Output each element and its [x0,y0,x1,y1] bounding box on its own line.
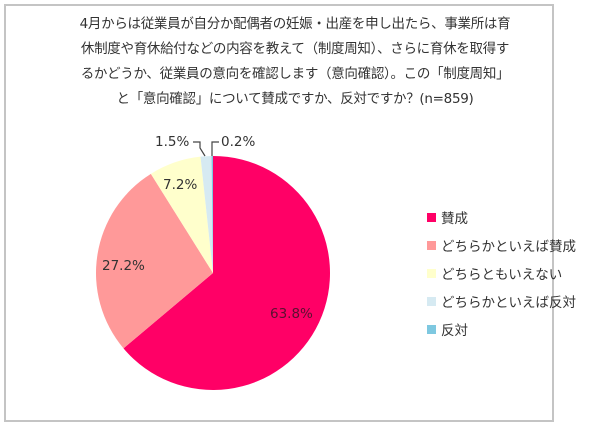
label-0-2: 0.2% [221,134,255,150]
legend-item-disagree: 反対 [427,315,576,343]
legend-item-somewhat-agree: どちらかといえば賛成 [427,231,576,259]
title-line: るかどうか、従業員の意向を確認します（意向確認）。この「制度周知」 [80,66,510,82]
label-27-2: 27.2% [102,258,145,274]
legend-label: どちらかといえば賛成 [441,239,576,255]
pie-slice [200,156,213,273]
pie-slice [211,156,213,273]
legend-label: どちらともいえない [441,267,563,283]
legend-swatch [427,212,436,222]
pie-slice [123,156,330,390]
legend-swatch [427,240,436,250]
title-line: と「意向確認」について賛成ですか、反対ですか？(n=859) [116,91,474,107]
pie-slice [150,156,213,273]
leader-line-0-2 [211,141,219,156]
legend-item-somewhat-disagree: どちらかといえば反対 [427,287,576,315]
chart-title: 4月からは従業員が自分か配偶者の妊娠・出産を申し出たら、事業所は育 休制度や育休… [50,12,540,112]
pie-slice [96,173,213,349]
leader-line-1-5 [193,141,206,157]
label-7-2: 7.2% [163,177,197,193]
legend: 賛成 どちらかといえば賛成 どちらともいえない どちらかといえば反対 反対 [427,203,576,343]
label-63-8: 63.8% [270,306,313,322]
legend-label: 反対 [441,323,468,339]
title-line: 休制度や育休給付などの内容を教えて（制度周知）、さらに育休を取得す [80,41,510,57]
label-1-5: 1.5% [155,134,189,150]
legend-swatch [427,268,436,278]
legend-item-neutral: どちらともいえない [427,259,576,287]
legend-label: 賛成 [441,211,468,227]
title-line: 4月からは従業員が自分か配偶者の妊娠・出産を申し出たら、事業所は育 [79,16,511,32]
pie-slices [96,156,330,390]
legend-swatch [427,296,436,306]
legend-label: どちらかといえば反対 [441,295,576,311]
legend-swatch [427,324,436,334]
legend-item-agree: 賛成 [427,203,576,231]
